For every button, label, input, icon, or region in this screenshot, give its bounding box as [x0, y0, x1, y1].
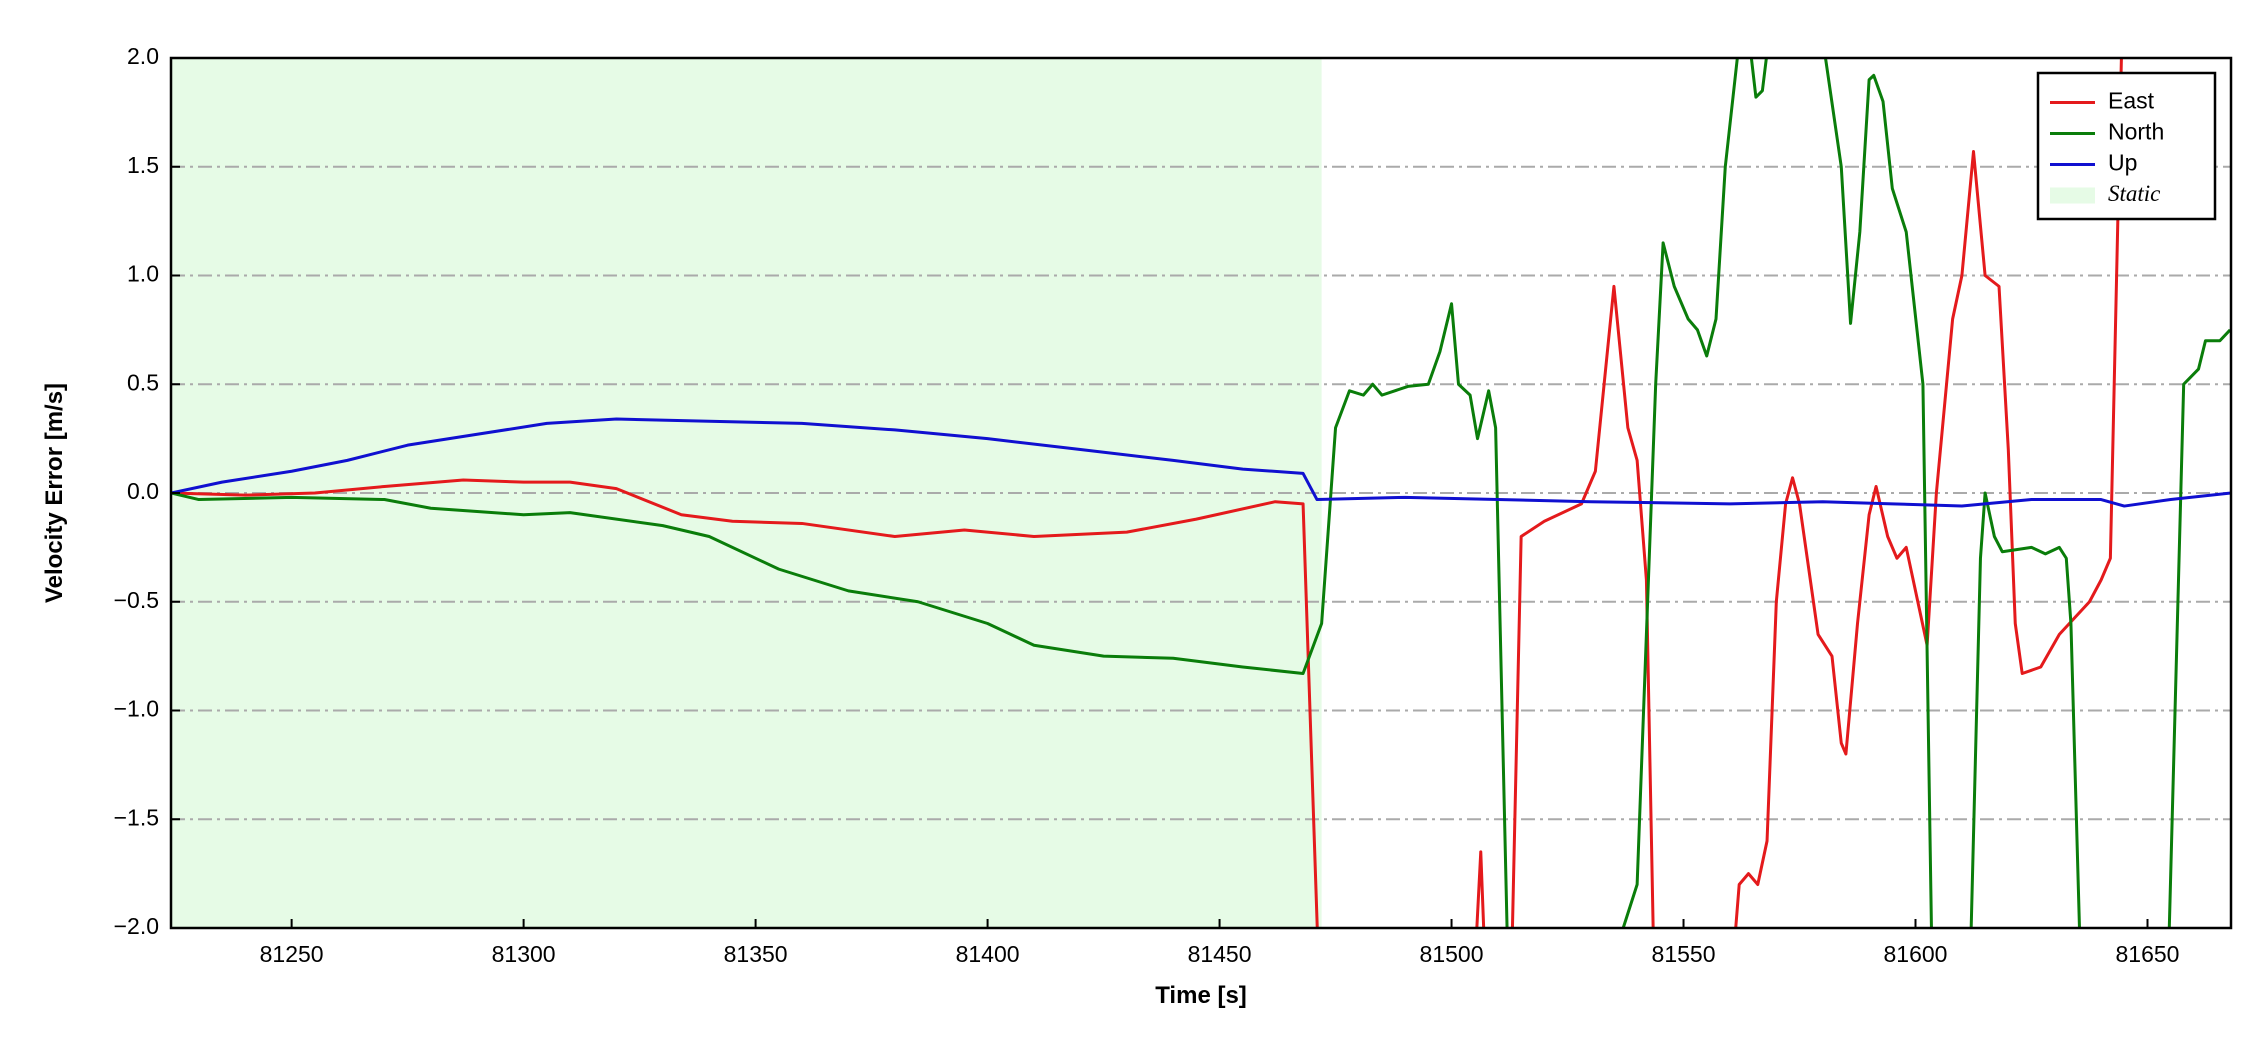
series-line — [171, 58, 2231, 928]
y-tick-label: −2.0 — [114, 913, 159, 939]
x-tick-label: 81550 — [1652, 941, 1716, 967]
y-tick-label: −0.5 — [114, 587, 159, 613]
y-axis-label: Velocity Error [m/s] — [41, 383, 68, 603]
x-tick-label: 81400 — [956, 941, 1020, 967]
y-tick-label: 1.5 — [127, 152, 159, 178]
y-tick-label: −1.0 — [114, 696, 159, 722]
legend-label: Static — [2108, 181, 2160, 206]
x-tick-label: 81350 — [724, 941, 788, 967]
y-tick-label: −1.5 — [114, 804, 159, 830]
x-tick-label: 81250 — [260, 941, 324, 967]
y-tick-label: 1.0 — [127, 261, 159, 287]
legend-label: Up — [2108, 150, 2137, 176]
y-tick-label: 2.0 — [127, 43, 159, 69]
series-line — [171, 417, 2231, 508]
x-tick-label: 81300 — [492, 941, 556, 967]
legend-label: East — [2108, 88, 2155, 114]
legend-swatch — [2050, 187, 2095, 204]
x-tick-label: 81600 — [1884, 941, 1948, 967]
x-tick-label: 81500 — [1420, 941, 1484, 967]
series-line — [171, 58, 2123, 928]
legend-label: North — [2108, 119, 2164, 145]
x-tick-label: 81650 — [2116, 941, 2180, 967]
x-axis-label: Time [s] — [1155, 982, 1247, 1009]
x-tick-label: 81450 — [1188, 941, 1252, 967]
y-tick-label: 0.5 — [127, 369, 159, 395]
y-tick-label: 0.0 — [127, 478, 159, 504]
